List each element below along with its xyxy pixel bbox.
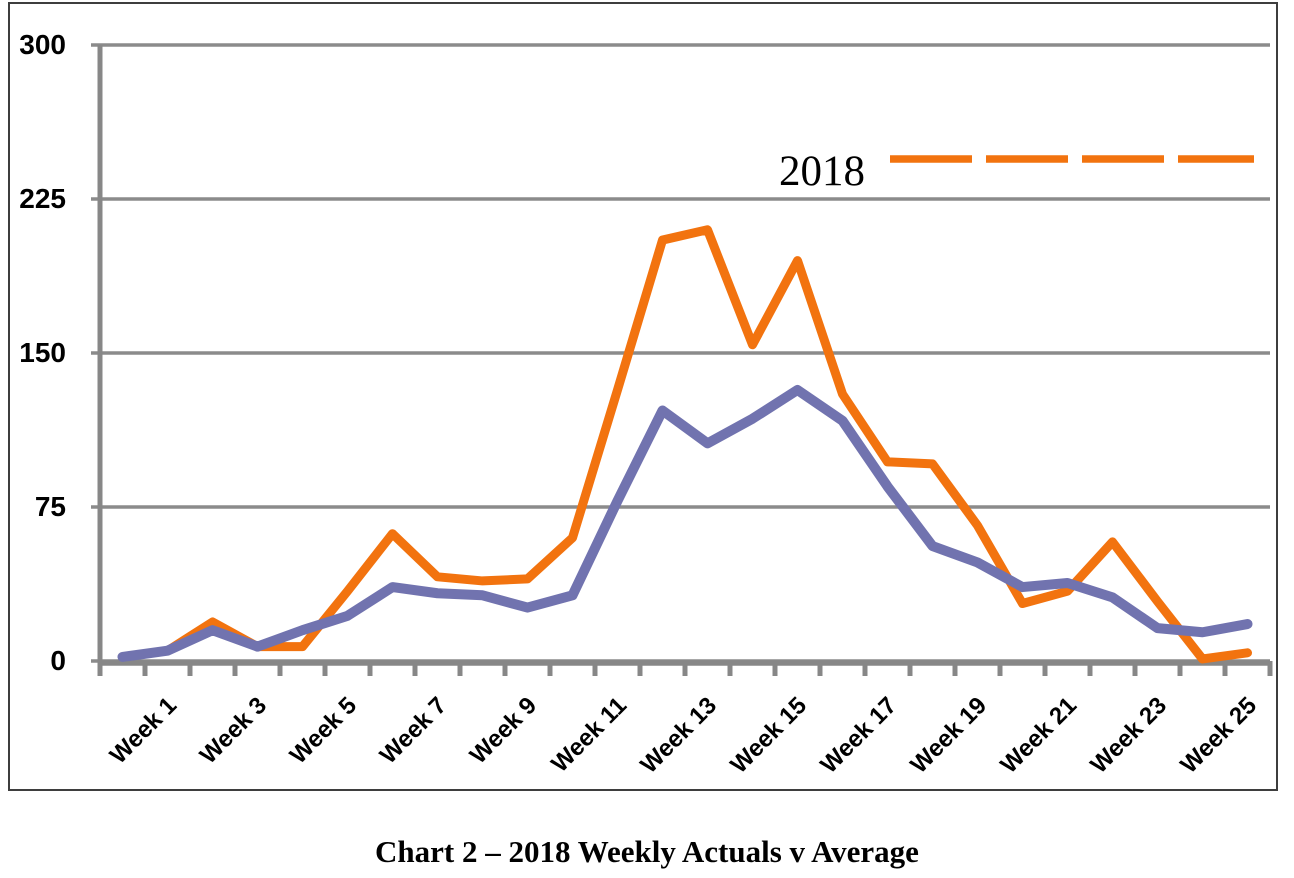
y-axis-tick-label: 150 xyxy=(19,337,66,368)
y-axis-tick-label: 0 xyxy=(50,645,66,676)
chart-caption: Chart 2 – 2018 Weekly Actuals v Average xyxy=(375,834,919,869)
y-axis-tick-label: 300 xyxy=(19,29,66,60)
series-line-2018 xyxy=(118,225,1252,664)
y-axis-tick-label: 75 xyxy=(34,491,66,522)
series-line-average xyxy=(117,384,1253,662)
legend-series-label: 2018 xyxy=(779,148,865,195)
y-axis-tick-label: 225 xyxy=(19,183,66,214)
